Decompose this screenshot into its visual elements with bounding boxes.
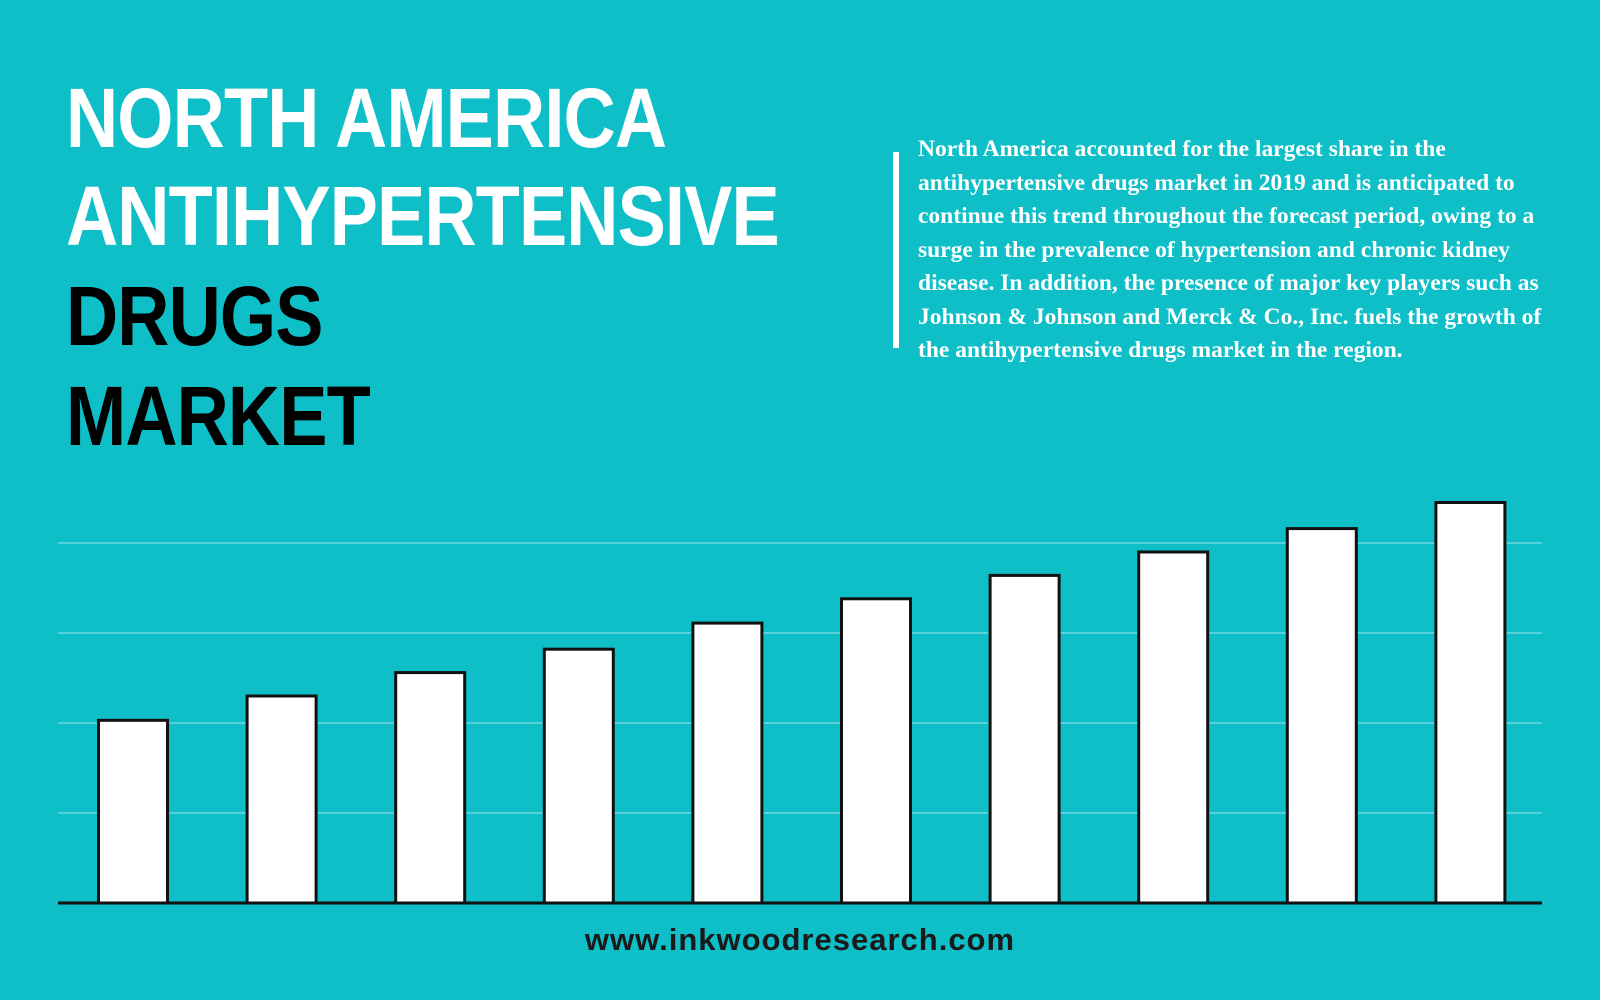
divider: [893, 152, 899, 348]
title-line: NORTH AMERICA: [66, 71, 667, 165]
footer-url: www.inkwoodresearch.com: [584, 922, 1016, 957]
bar: [245, 694, 318, 905]
bar: [988, 573, 1061, 905]
bar: [840, 597, 912, 905]
title-line: DRUGS: [66, 269, 323, 363]
bar: [97, 718, 169, 905]
bar: [542, 647, 615, 905]
bar: [394, 671, 467, 905]
title-line: MARKET: [66, 369, 371, 463]
bar: [1137, 550, 1210, 905]
description: North America accounted for the largest …: [918, 136, 1542, 363]
bar: [1434, 501, 1507, 905]
title-line: ANTIHYPERTENSIVE: [66, 169, 780, 263]
bar: [691, 621, 764, 905]
bar: [1285, 527, 1358, 905]
